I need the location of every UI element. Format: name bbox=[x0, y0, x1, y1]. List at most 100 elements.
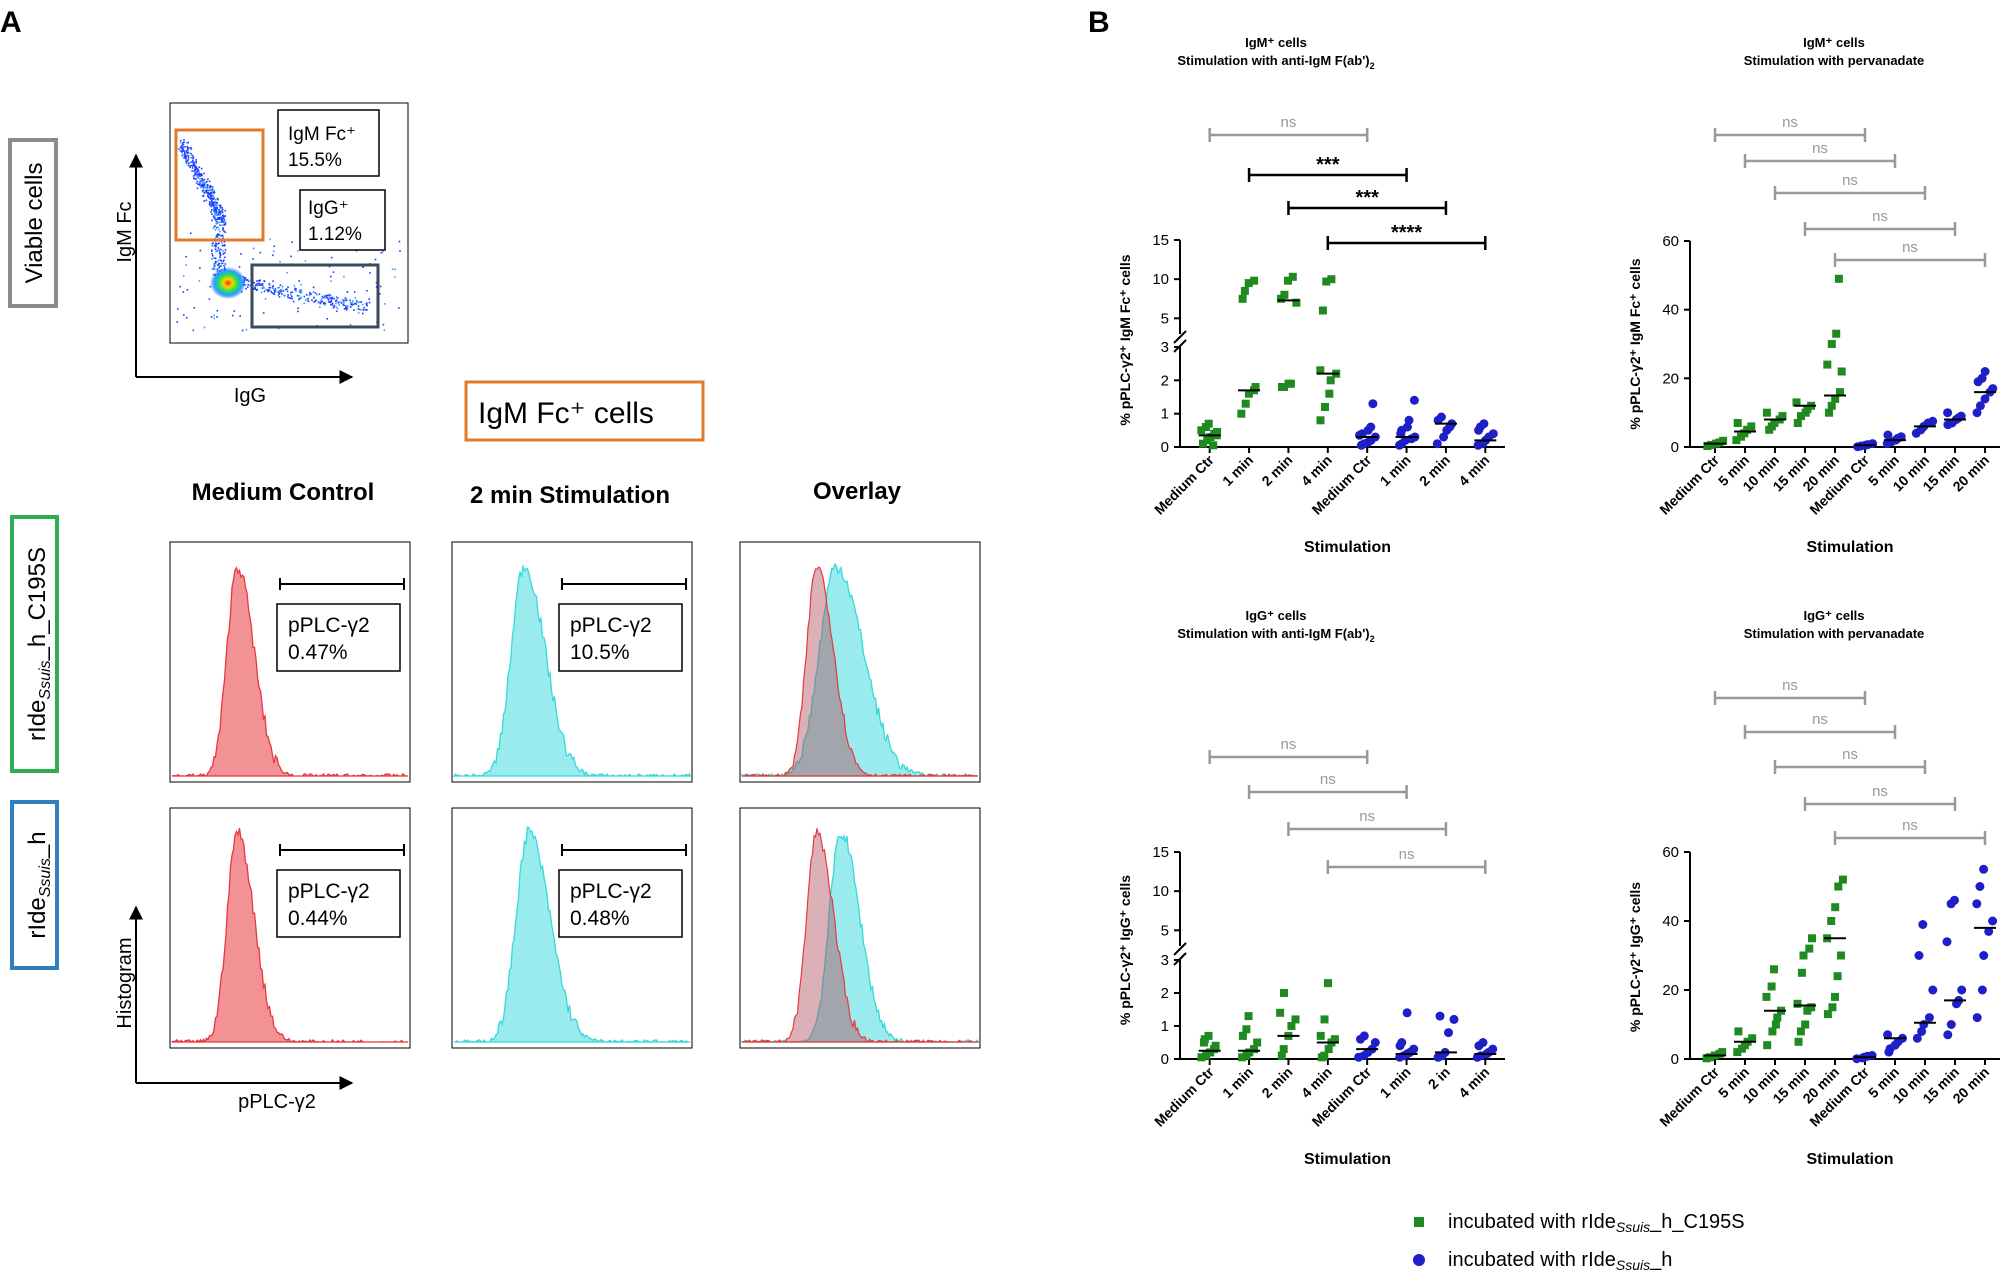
chart-0-point-green bbox=[1327, 275, 1336, 284]
flow-event bbox=[217, 243, 219, 245]
flow-event bbox=[216, 204, 218, 206]
flow-event bbox=[345, 298, 348, 301]
flow-event bbox=[354, 296, 356, 299]
flow-event bbox=[220, 219, 223, 221]
flow-event bbox=[221, 208, 224, 211]
flow-event bbox=[193, 177, 195, 180]
flow-event bbox=[220, 234, 222, 237]
flow-event bbox=[213, 317, 216, 320]
row-label-viable-cells: Viable cells bbox=[8, 138, 58, 308]
panel-b-letter: B bbox=[1088, 6, 1110, 39]
chart-1-point-green bbox=[1792, 398, 1801, 407]
flow-event bbox=[213, 191, 216, 194]
flow-event bbox=[287, 286, 289, 288]
flow-event bbox=[331, 304, 334, 306]
flow-event bbox=[362, 266, 364, 269]
flow-event bbox=[277, 291, 280, 293]
flow-event bbox=[213, 217, 216, 220]
flow-event bbox=[202, 185, 205, 188]
row-label-h-tail: _h bbox=[24, 831, 51, 859]
flow-event bbox=[330, 299, 333, 302]
flow-event bbox=[342, 300, 345, 303]
chart-0-significance-label: *** bbox=[1356, 187, 1380, 209]
flow-event bbox=[291, 297, 293, 300]
flow-event bbox=[223, 265, 225, 267]
chart-1-point-green bbox=[1837, 367, 1846, 376]
flow-event bbox=[213, 204, 215, 206]
flow-event bbox=[192, 156, 195, 159]
chart-1-y-tick-label: 20 bbox=[1662, 370, 1679, 387]
chart-2-significance-label: ns bbox=[1281, 736, 1297, 753]
flow-event bbox=[199, 267, 201, 269]
flow-event bbox=[203, 172, 205, 175]
flow-event bbox=[196, 170, 199, 173]
flow-event bbox=[196, 187, 199, 190]
chart-3-point-green bbox=[1807, 1003, 1816, 1012]
flow-event bbox=[284, 295, 286, 297]
flow-event bbox=[216, 234, 219, 237]
chart-0-point-blue bbox=[1439, 432, 1449, 442]
flow-event bbox=[186, 316, 188, 319]
flow-event bbox=[366, 304, 368, 307]
chart-0-point-green bbox=[1318, 306, 1327, 315]
flow-event bbox=[212, 198, 215, 201]
flow-event bbox=[343, 308, 346, 310]
chart-0-x-tick-label: Medium Ctr bbox=[1151, 451, 1217, 517]
flow-event bbox=[267, 289, 269, 291]
flow-event bbox=[214, 213, 216, 215]
flow-event bbox=[254, 286, 256, 289]
flow-event bbox=[326, 294, 329, 297]
flow-event bbox=[315, 299, 317, 301]
chart-0-y-tick-label: 2 bbox=[1161, 372, 1169, 389]
chart-2-point-green bbox=[1242, 1025, 1251, 1034]
flow-event bbox=[198, 280, 201, 282]
flow-event bbox=[295, 288, 297, 290]
flow-event bbox=[216, 235, 219, 238]
flow-event bbox=[293, 284, 296, 287]
flow-event bbox=[263, 290, 266, 293]
flow-event bbox=[201, 177, 203, 180]
svg-text:rIdeSsuis_h: rIdeSsuis_h bbox=[24, 831, 54, 938]
flow-event bbox=[189, 161, 192, 164]
flow-event bbox=[199, 249, 202, 252]
row-label-h-sub: Ssuis bbox=[37, 858, 54, 897]
flow-event bbox=[321, 300, 324, 303]
chart-3-point-green bbox=[1763, 1041, 1772, 1050]
chart-0-x-tick-label: 2 min bbox=[1416, 452, 1453, 489]
chart-0-y-tick-label: 10 bbox=[1152, 271, 1169, 288]
row-label-h-main: rIde bbox=[24, 897, 51, 938]
flow-event bbox=[187, 141, 189, 144]
chart-1-subtitle: Stimulation with pervanadate bbox=[1744, 53, 1925, 68]
flow-event bbox=[335, 306, 338, 308]
flow-event bbox=[221, 216, 223, 218]
chart-2-point-blue bbox=[1359, 1031, 1369, 1041]
flow-event bbox=[307, 300, 309, 302]
flow-event bbox=[208, 193, 210, 195]
flow-event bbox=[314, 300, 317, 303]
flow-event bbox=[308, 294, 311, 297]
flow-event bbox=[343, 304, 345, 307]
chart-3-point-blue bbox=[1984, 926, 1994, 936]
flow-event bbox=[282, 290, 285, 292]
flow-event bbox=[191, 167, 194, 169]
flow-event bbox=[259, 284, 261, 286]
flow-event bbox=[209, 186, 211, 189]
flow-event bbox=[201, 180, 203, 183]
flow-event bbox=[184, 157, 186, 160]
hist-r0-c2-overlay-medium bbox=[742, 566, 978, 777]
flow-event bbox=[249, 284, 251, 287]
chart-2-point-blue bbox=[1435, 1011, 1445, 1021]
flow-event bbox=[208, 195, 210, 198]
flow-event bbox=[218, 262, 221, 265]
flow-event bbox=[217, 218, 220, 220]
flow-event bbox=[262, 285, 265, 288]
chart-0-point-blue bbox=[1368, 399, 1378, 409]
hist-r0-c0-gate-label-box bbox=[276, 603, 401, 672]
flow-event bbox=[221, 234, 224, 237]
flow-event bbox=[246, 279, 249, 281]
flow-event bbox=[279, 284, 282, 286]
chart-2-point-green bbox=[1238, 1031, 1247, 1040]
chart-3-point-green bbox=[1770, 965, 1778, 974]
gate-igg bbox=[250, 263, 380, 329]
